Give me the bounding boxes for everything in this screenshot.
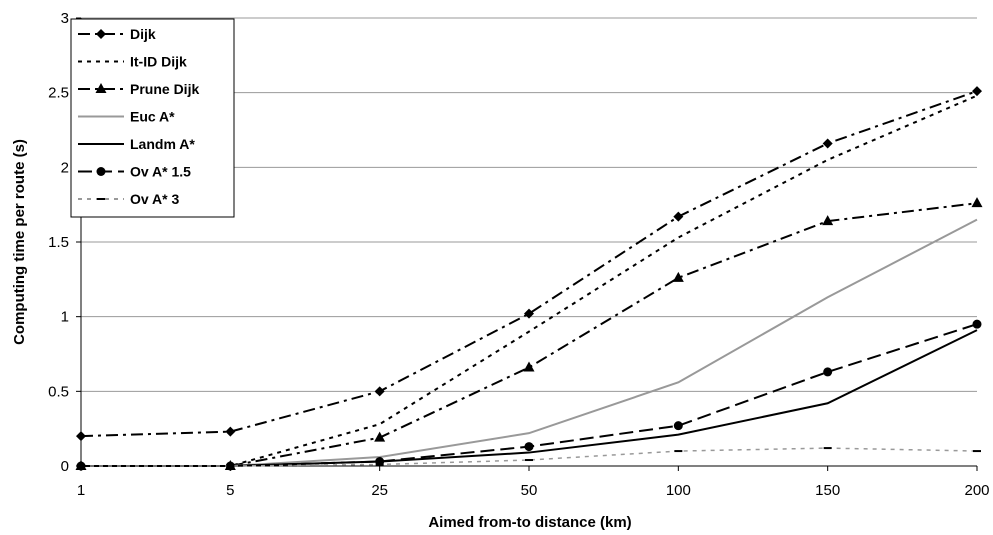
- series-line: [81, 202, 978, 467]
- x-tick-label: 25: [371, 482, 388, 499]
- series-dijk: [76, 86, 982, 442]
- diamond-marker: [524, 308, 534, 319]
- series-prune-dijk: [75, 197, 983, 470]
- legend-item-ov-a-1-5: Ov A* 1.5: [78, 164, 191, 180]
- diamond-marker: [76, 431, 86, 442]
- y-axis-title: Computing time per route (s): [11, 139, 28, 345]
- tick-labels: 0 0.5 1 1.5 2 2.5 3 1 5 25 50 100 150 200: [48, 10, 989, 499]
- y-tick-label: 0: [61, 458, 69, 475]
- legend-box: [70, 18, 235, 218]
- legend-item-landm-a: Landm A*: [78, 136, 195, 152]
- triangle-marker: [971, 197, 983, 208]
- circle-marker: [524, 442, 534, 452]
- legend-item-ov-a-3: Ov A* 3: [78, 191, 179, 207]
- y-tick-label: 1: [61, 309, 69, 326]
- x-axis-title: Aimed from-to distance (km): [428, 514, 631, 531]
- diamond-marker: [822, 138, 833, 149]
- circle-marker: [972, 319, 982, 329]
- x-tick-label: 100: [666, 482, 691, 499]
- series-line: [81, 94, 978, 467]
- legend-item-it-id-dijk: It-ID Dijk: [78, 54, 187, 70]
- series-ov-a-3: [77, 447, 981, 467]
- circle-marker: [673, 421, 683, 431]
- legend-item-prune-dijk: Prune Dijk: [78, 81, 199, 97]
- y-tick-label: 3: [61, 10, 69, 27]
- legend-label: Dijk: [130, 26, 156, 42]
- x-tick-label: 50: [521, 482, 538, 499]
- y-tick-label: 2: [61, 159, 69, 176]
- x-tick-label: 5: [226, 482, 234, 499]
- legend-item-dijk: Dijk: [78, 26, 156, 42]
- triangle-marker: [523, 361, 535, 372]
- legend-label: Ov A* 1.5: [130, 164, 191, 180]
- legend-label: Euc A*: [130, 109, 175, 125]
- y-tick-label: 0.5: [48, 383, 69, 400]
- legend-item-euc-a: Euc A*: [78, 109, 175, 125]
- diamond-marker: [225, 426, 236, 437]
- y-tick-label: 2.5: [48, 85, 69, 102]
- x-tick-label: 150: [815, 482, 840, 499]
- legend-label: Ov A* 3: [130, 191, 179, 207]
- diamond-marker: [972, 86, 982, 97]
- legend: Dijk It-ID Dijk Prune Dijk Euc A* Landm A* Ov…: [70, 18, 235, 218]
- legend-label: Prune Dijk: [130, 81, 199, 97]
- diamond-marker: [374, 386, 385, 397]
- x-tick-label: 200: [964, 482, 989, 499]
- triangle-marker: [374, 431, 386, 442]
- series-it-id-dijk: [81, 94, 978, 467]
- series-layer: [75, 86, 983, 471]
- triangle-marker: [672, 271, 684, 282]
- circle-marker: [96, 167, 106, 176]
- legend-label: Landm A*: [130, 136, 195, 152]
- diamond-marker: [673, 211, 684, 222]
- x-tick-label: 1: [77, 482, 85, 499]
- triangle-marker: [822, 215, 834, 226]
- y-tick-label: 1.5: [48, 234, 69, 251]
- triangle-marker: [95, 83, 107, 93]
- series-line: [81, 218, 978, 467]
- diamond-marker: [96, 29, 106, 39]
- circle-marker: [823, 367, 833, 377]
- legend-label: It-ID Dijk: [130, 54, 187, 70]
- series-euc-a: [81, 218, 978, 467]
